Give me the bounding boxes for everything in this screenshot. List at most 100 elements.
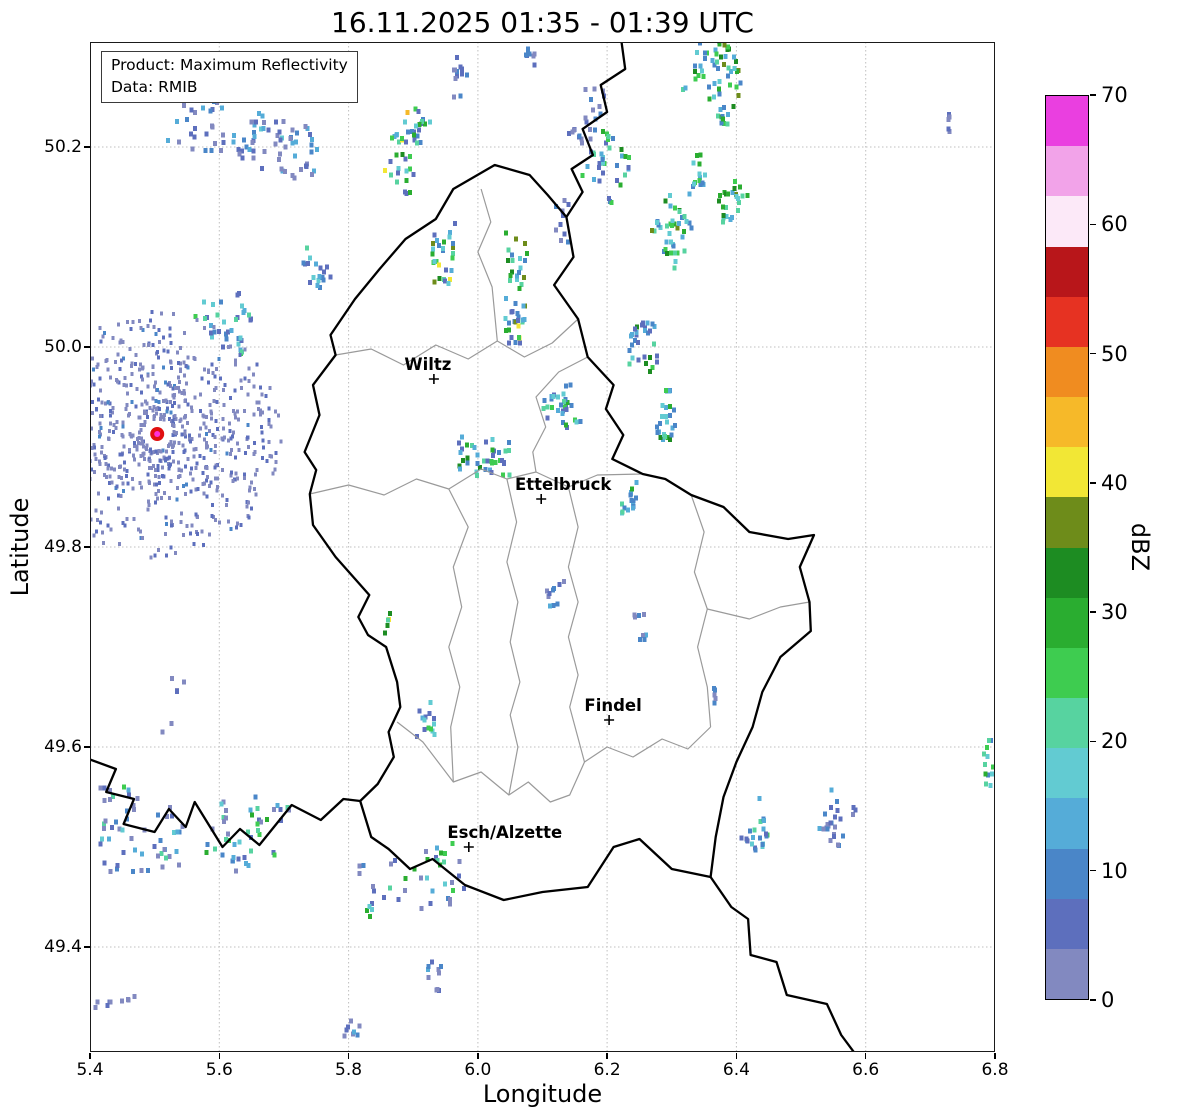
- map-border-layer: [90, 42, 856, 1052]
- x-tick-mark: [218, 1053, 220, 1059]
- y-axis-label: Latitude: [6, 497, 34, 597]
- colorbar-segment: [1046, 447, 1088, 498]
- region-border: [532, 356, 588, 473]
- colorbar-tick-mark: [1090, 94, 1096, 96]
- region-border: [396, 721, 712, 803]
- city-marker-cross: [463, 842, 474, 852]
- colorbar-segment: [1046, 748, 1088, 799]
- colorbar-tick-label: 70: [1101, 83, 1128, 107]
- city-marker-cross: [428, 374, 439, 384]
- colorbar-segment: [1046, 146, 1088, 197]
- colorbar-segment: [1046, 597, 1088, 648]
- region-border: [448, 488, 469, 783]
- colorbar-segment: [1046, 898, 1088, 949]
- colorbar-tick-mark: [1090, 870, 1096, 872]
- colorbar-tick-label: 60: [1101, 212, 1128, 237]
- colorbar-segment: [1046, 647, 1088, 699]
- radar-echo-layer: [90, 42, 995, 1039]
- y-tick-mark: [84, 746, 90, 748]
- colorbar-tick-mark: [1090, 740, 1096, 743]
- colorbar-segment: [1046, 246, 1088, 297]
- region-border: [309, 468, 643, 496]
- city-label: Wiltz: [404, 355, 451, 374]
- colorbar-segment: [1046, 346, 1088, 398]
- region-border: [477, 188, 498, 342]
- colorbar-tick-label: 20: [1101, 729, 1128, 754]
- x-tick-label: 6.8: [981, 1060, 1009, 1080]
- colorbar: 0 10 20 30 40 50 60 70: [1045, 83, 1128, 1012]
- colorbar-tick-mark: [1090, 352, 1096, 355]
- x-tick-label: 5.4: [76, 1060, 104, 1080]
- colorbar-tick-mark: [1090, 611, 1096, 613]
- colorbar-segment: [1046, 547, 1088, 598]
- y-tick-mark: [84, 146, 90, 148]
- y-tick-mark: [84, 346, 90, 348]
- x-tick-mark: [735, 1053, 738, 1059]
- x-tick-label: 5.6: [205, 1060, 233, 1080]
- city-label: Findel: [584, 696, 641, 715]
- x-tick-mark: [865, 1053, 867, 1059]
- colorbar-gradient: [1045, 95, 1089, 1000]
- city-label: Ettelbruck: [515, 475, 612, 494]
- region-border: [567, 486, 586, 763]
- y-tick-label: 49.6: [44, 737, 82, 757]
- y-tick-label: 50.0: [44, 337, 82, 357]
- city-marker-cross: [536, 494, 547, 504]
- region-border: [506, 478, 521, 796]
- neighbor-country-border: [90, 758, 362, 849]
- region-border: [335, 318, 579, 366]
- x-tick-mark: [994, 1053, 996, 1059]
- region-border: [707, 601, 810, 620]
- country-border-luxembourg: [303, 163, 816, 902]
- x-tick-label: 6.6: [852, 1060, 880, 1080]
- colorbar-segment: [1046, 296, 1088, 347]
- map-plot-area: Wiltz Ettelbruck Findel Esch/Alzette Produc…: [90, 42, 995, 1052]
- y-tick-label: 49.4: [44, 937, 82, 957]
- city-label: Esch/Alzette: [447, 823, 562, 842]
- x-tick-label: 5.8: [335, 1060, 363, 1080]
- colorbar-segment: [1046, 397, 1088, 448]
- colorbar-tick-label: 40: [1101, 470, 1128, 495]
- region-border: [690, 494, 712, 728]
- colorbar-tick-mark: [1090, 223, 1096, 225]
- colorbar-tick-label: 50: [1101, 341, 1128, 366]
- colorbar-label: dBZ: [1126, 522, 1154, 572]
- y-tick-mark: [84, 946, 90, 948]
- colorbar-segment: [1046, 96, 1088, 147]
- colorbar-tick-label: 0: [1101, 988, 1115, 1012]
- x-axis-label: Longitude: [482, 1080, 603, 1108]
- x-tick-label: 6.4: [722, 1060, 750, 1080]
- x-tick-mark: [347, 1053, 350, 1059]
- colorbar-segment: [1046, 196, 1088, 247]
- x-tick-mark: [606, 1053, 608, 1059]
- neighbor-country-border: [709, 875, 856, 1052]
- x-tick-label: 6.2: [593, 1060, 621, 1080]
- x-tick-label: 6.0: [464, 1060, 492, 1080]
- colorbar-tick-mark: [1090, 482, 1096, 484]
- product-info-box: Product: Maximum Reflectivity Data: RMIB: [101, 51, 358, 104]
- y-tick-label: 50.2: [44, 137, 82, 157]
- colorbar-tick-label: 10: [1101, 858, 1128, 883]
- colorbar-segment: [1046, 848, 1088, 899]
- colorbar-segment: [1046, 798, 1088, 849]
- colorbar-segment: [1046, 948, 1088, 1000]
- y-tick-mark: [84, 546, 90, 548]
- product-line: Product: Maximum Reflectivity: [111, 56, 348, 74]
- data-source-line: Data: RMIB: [111, 77, 198, 96]
- colorbar-tick-label: 30: [1101, 600, 1128, 625]
- colorbar-tick-mark: [1090, 999, 1096, 1001]
- x-tick-mark: [477, 1053, 479, 1059]
- x-tick-mark: [89, 1053, 91, 1059]
- neighbor-country-border: [565, 42, 627, 219]
- city-marker-cross: [604, 715, 615, 725]
- colorbar-segment: [1046, 698, 1088, 749]
- colorbar-segment: [1046, 497, 1088, 548]
- radar-map-svg: Wiltz Ettelbruck Findel Esch/Alzette: [90, 42, 995, 1052]
- plot-frame: [90, 42, 995, 1052]
- plot-title: 16.11.2025 01:35 - 01:39 UTC: [331, 6, 754, 39]
- grid-layer: [90, 42, 995, 1052]
- radar-site-marker: [150, 427, 165, 441]
- y-tick-label: 49.8: [44, 537, 82, 557]
- city-layer: Wiltz Ettelbruck Findel Esch/Alzette: [404, 355, 642, 852]
